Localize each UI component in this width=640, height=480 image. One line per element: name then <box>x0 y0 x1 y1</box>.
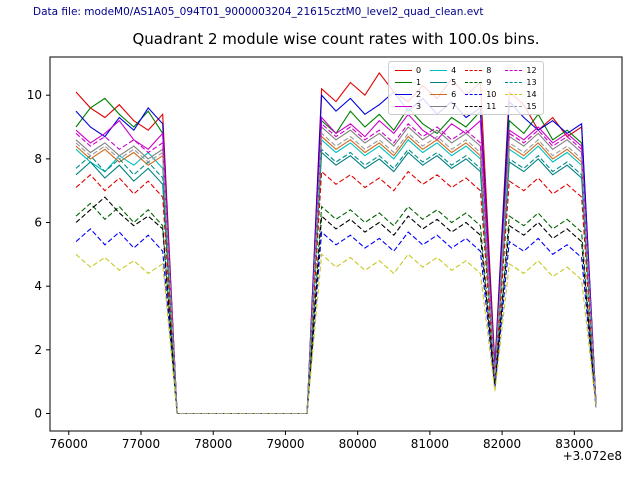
legend-item-13: 13 <box>505 77 537 87</box>
x-tick-label: 78000 <box>194 437 232 451</box>
legend-column: 8 9 10 11 <box>465 65 496 111</box>
legend-line-sample-icon <box>395 105 412 107</box>
series-line-8 <box>75 170 597 415</box>
series-line-11 <box>75 196 597 415</box>
legend-label: 14 <box>526 89 537 99</box>
legend-column: 4 5 6 7 <box>430 65 456 111</box>
legend-line-sample-icon <box>430 81 448 83</box>
legend-item-7: 7 <box>430 101 456 111</box>
legend-column: 0 1 2 3 <box>395 65 421 111</box>
y-tick-label: 10 <box>27 88 42 102</box>
axes-box <box>49 56 623 432</box>
legend-item-0: 0 <box>395 65 421 75</box>
legend-label: 7 <box>451 101 457 111</box>
x-axis-offset-label: +3.072e8 <box>562 449 622 463</box>
legend-label: 15 <box>526 101 537 111</box>
series-line-6 <box>75 135 597 415</box>
series-line-0 <box>75 71 597 415</box>
legend-line-sample-icon <box>465 105 483 107</box>
legend-label: 9 <box>486 77 492 87</box>
legend-line-sample-icon <box>465 69 483 71</box>
legend-label: 12 <box>526 65 537 75</box>
y-tick-label: 8 <box>34 152 42 166</box>
series-line-10 <box>75 228 597 415</box>
series-line-1 <box>75 97 597 415</box>
x-tick-label: 79000 <box>266 437 304 451</box>
legend-label: 4 <box>451 65 457 75</box>
chart-title: Quadrant 2 module wise count rates with … <box>132 30 540 48</box>
legend-line-sample-icon <box>505 81 523 83</box>
legend-item-14: 14 <box>505 89 537 99</box>
series-line-13 <box>75 148 597 415</box>
series-line-9 <box>75 202 597 415</box>
series-line-4 <box>75 138 597 415</box>
x-tick-label: 81000 <box>411 437 449 451</box>
data-file-label: Data file: modeM0/AS1A05_094T01_90000032… <box>33 6 484 18</box>
legend-item-11: 11 <box>465 101 496 111</box>
legend-line-sample-icon <box>465 93 483 95</box>
series-line-5 <box>75 151 597 415</box>
legend-label: 5 <box>451 77 457 87</box>
series-line-14 <box>75 253 597 415</box>
y-tick-label: 6 <box>34 216 42 230</box>
legend-label: 0 <box>416 65 422 75</box>
legend-line-sample-icon <box>505 69 523 71</box>
legend-item-3: 3 <box>395 101 421 111</box>
legend-line-sample-icon <box>430 105 448 107</box>
legend-item-10: 10 <box>465 89 496 99</box>
y-tick-label: 2 <box>34 343 42 357</box>
series-line-15 <box>75 132 597 415</box>
legend-item-5: 5 <box>430 77 456 87</box>
legend-label: 6 <box>451 89 457 99</box>
legend-item-15: 15 <box>505 101 537 111</box>
series-line-12 <box>75 122 597 415</box>
legend-line-sample-icon <box>395 93 412 95</box>
series-line-3 <box>75 113 597 415</box>
legend-label: 3 <box>416 101 422 111</box>
legend-item-4: 4 <box>430 65 456 75</box>
legend: 0 1 2 3 4 5 6 7 8 9 10 11 12 13 14 15 <box>388 61 544 115</box>
y-tick-label: 0 <box>34 406 42 420</box>
legend-line-sample-icon <box>465 81 483 83</box>
legend-item-9: 9 <box>465 77 496 87</box>
legend-label: 2 <box>416 89 422 99</box>
legend-line-sample-icon <box>430 93 448 95</box>
legend-line-sample-icon <box>395 69 412 71</box>
x-tick-label: 80000 <box>339 437 377 451</box>
legend-item-8: 8 <box>465 65 496 75</box>
legend-line-sample-icon <box>395 81 412 83</box>
x-tick-label: 76000 <box>50 437 88 451</box>
legend-item-12: 12 <box>505 65 537 75</box>
legend-column: 12 13 14 15 <box>505 65 537 111</box>
legend-label: 8 <box>486 65 492 75</box>
legend-line-sample-icon <box>430 69 448 71</box>
legend-line-sample-icon <box>505 105 523 107</box>
legend-label: 1 <box>416 77 422 87</box>
legend-item-2: 2 <box>395 89 421 99</box>
x-tick-label: 77000 <box>122 437 160 451</box>
legend-item-6: 6 <box>430 89 456 99</box>
x-tick-label: 82000 <box>483 437 521 451</box>
y-tick-label: 4 <box>34 279 42 293</box>
legend-line-sample-icon <box>505 93 523 95</box>
legend-label: 10 <box>486 89 497 99</box>
legend-item-1: 1 <box>395 77 421 87</box>
x-tick-label: 83000 <box>555 437 593 451</box>
legend-label: 11 <box>486 101 497 111</box>
legend-label: 13 <box>526 77 537 87</box>
